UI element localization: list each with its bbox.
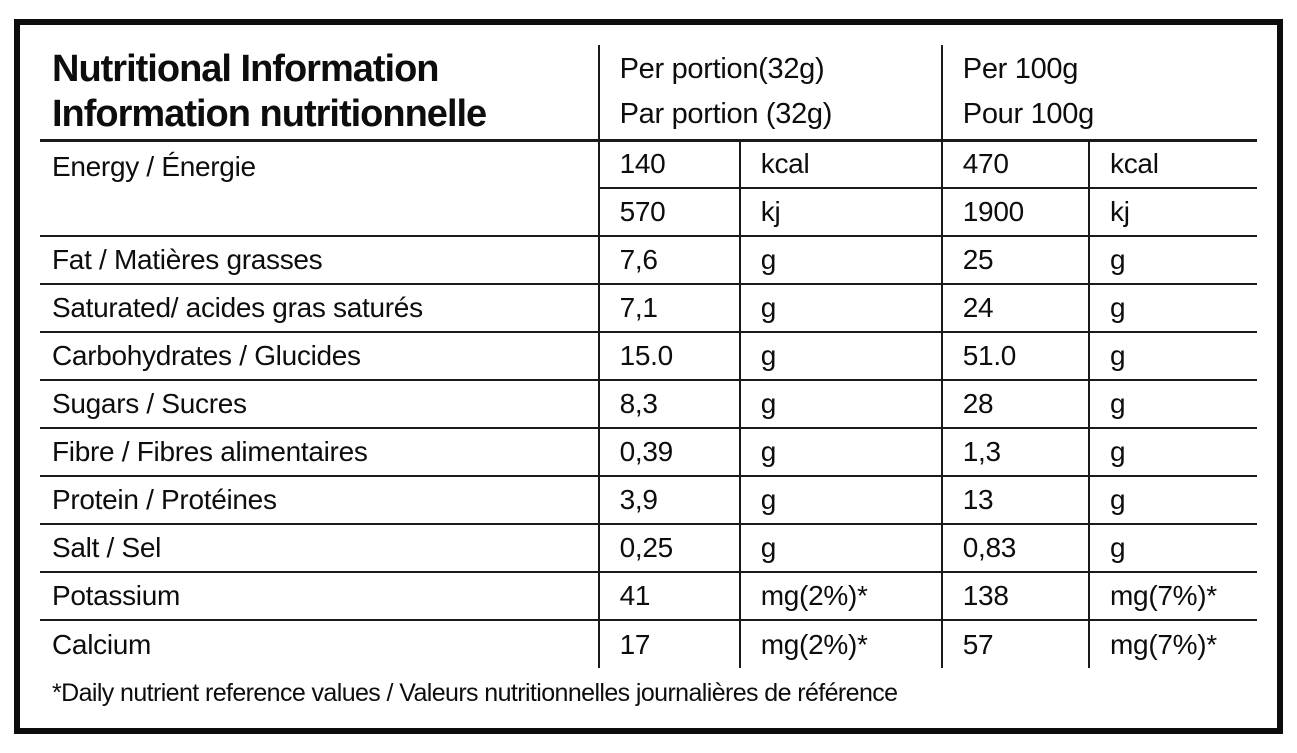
per100-unit-cell: g xyxy=(1089,284,1257,333)
table-row-carbohydrates: Carbohydrates / Glucides 15.0 g 51.0 g xyxy=(40,332,1257,381)
portion-value-cell: 17 xyxy=(598,620,741,668)
per100-value-cell: 57 xyxy=(941,620,1091,668)
col-header-per-100g-en: Per 100g xyxy=(962,52,1079,85)
portion-value-cell: 3,9 xyxy=(598,476,741,525)
portion-unit-cell: g xyxy=(739,428,943,477)
footnote: *Daily nutrient reference values / Valeu… xyxy=(52,679,898,707)
portion-value-cell: 7,1 xyxy=(598,284,741,333)
per100-value-cell: 1,3 xyxy=(941,428,1091,477)
table-row-potassium: Potassium 41 mg(2%)* 138 mg(7%)* xyxy=(40,572,1257,621)
per100-unit-cell: g xyxy=(1089,380,1257,429)
table-row-fat: Fat / Matières grasses 7,6 g 25 g xyxy=(40,236,1257,285)
per100-unit-cell: kj xyxy=(1089,188,1257,237)
row-label-carbohydrates: Carbohydrates / Glucides xyxy=(40,332,600,381)
col-header-per-portion-fr: Par portion (32g) xyxy=(619,97,833,130)
col-header-per-portion-en: Per portion(32g) xyxy=(619,52,825,85)
portion-unit-cell: mg(2%)* xyxy=(739,572,943,621)
nutrition-table: Nutritional Information Information nutr… xyxy=(40,45,1257,668)
col-header-per-100g-fr: Pour 100g xyxy=(962,97,1094,130)
per100-unit-cell: g xyxy=(1089,428,1257,477)
row-label-protein: Protein / Protéines xyxy=(40,476,600,525)
per100-value-cell: 470 xyxy=(941,140,1091,189)
per100-value-cell: 1900 xyxy=(941,188,1091,237)
row-label-salt: Salt / Sel xyxy=(40,524,600,573)
table-title: Nutritional Information Information nutr… xyxy=(40,45,600,142)
table-row-salt: Salt / Sel 0,25 g 0,83 g xyxy=(40,524,1257,573)
per100-unit-cell: mg(7%)* xyxy=(1110,628,1217,660)
header-row: Nutritional Information Information nutr… xyxy=(40,45,1257,142)
portion-value-cell: 140 xyxy=(598,140,741,189)
portion-unit-cell: g xyxy=(739,332,943,381)
portion-unit-cell: kj xyxy=(739,188,943,237)
portion-value-cell: 8,3 xyxy=(598,380,741,429)
portion-unit-cell: kcal xyxy=(739,140,943,189)
per100-unit-cell: g xyxy=(1089,524,1257,573)
portion-unit-cell: g xyxy=(739,380,943,429)
per100-value-cell: 13 xyxy=(941,476,1091,525)
row-label-saturated: Saturated/ acides gras saturés xyxy=(40,284,600,333)
portion-value-cell: 15.0 xyxy=(598,332,741,381)
portion-value-cell: 0,39 xyxy=(598,428,741,477)
row-label-fat: Fat / Matières grasses xyxy=(40,236,600,285)
per100-unit-cell: g xyxy=(1089,332,1257,381)
per100-value-cell: 28 xyxy=(941,380,1091,429)
row-label-calcium: Calcium xyxy=(40,620,600,668)
row-label-fibre: Fibre / Fibres alimentaires xyxy=(40,428,600,477)
table-row-energy-kcal: Energy / Énergie 140 kcal 470 kcal xyxy=(40,140,1257,237)
portion-unit-cell: g xyxy=(739,284,943,333)
per100-value-cell: 51.0 xyxy=(941,332,1091,381)
portion-unit-cell: g xyxy=(739,524,943,573)
per100-unit-cell: g xyxy=(1089,476,1257,525)
table-row-sugars: Sugars / Sucres 8,3 g 28 g xyxy=(40,380,1257,429)
portion-unit-cell: mg(2%)* xyxy=(739,620,943,668)
col-header-per-100g: Per 100g Pour 100g xyxy=(941,45,1257,142)
nutrition-label: Nutritional Information Information nutr… xyxy=(14,19,1283,734)
per100-unit-cell: g xyxy=(1089,236,1257,285)
per100-value-cell: 138 xyxy=(941,572,1091,621)
per100-value-cell: 0,83 xyxy=(941,524,1091,573)
row-label-energy: Energy / Énergie xyxy=(40,140,600,237)
per100-unit-cell: mg(7%)* xyxy=(1089,572,1257,621)
col-header-per-portion: Per portion(32g) Par portion (32g) xyxy=(598,45,943,142)
portion-unit-cell: g xyxy=(739,476,943,525)
table-title-fr: Information nutritionnelle xyxy=(52,92,487,135)
portion-unit-cell: g xyxy=(739,236,943,285)
portion-value-cell: 41 xyxy=(598,572,741,621)
table-row-saturated: Saturated/ acides gras saturés 7,1 g 24 … xyxy=(40,284,1257,333)
portion-value-cell: 570 xyxy=(598,188,741,237)
table-row-protein: Protein / Protéines 3,9 g 13 g xyxy=(40,476,1257,525)
portion-value-cell: 7,6 xyxy=(598,236,741,285)
table-row-energy-kj: 570 kj 1900 kj xyxy=(40,188,1257,237)
per100-unit-cell: kcal xyxy=(1089,140,1257,189)
row-label-sugars: Sugars / Sucres xyxy=(40,380,600,429)
table-row-fibre: Fibre / Fibres alimentaires 0,39 g 1,3 g xyxy=(40,428,1257,477)
portion-value-cell: 0,25 xyxy=(598,524,741,573)
per100-value-cell: 25 xyxy=(941,236,1091,285)
table-title-en: Nutritional Information xyxy=(52,47,440,90)
per100-value-cell: 24 xyxy=(941,284,1091,333)
row-label-potassium: Potassium xyxy=(40,572,600,621)
table-row-calcium: Calcium 17 mg(2%)* 57 mg(7%)* xyxy=(40,620,1257,668)
